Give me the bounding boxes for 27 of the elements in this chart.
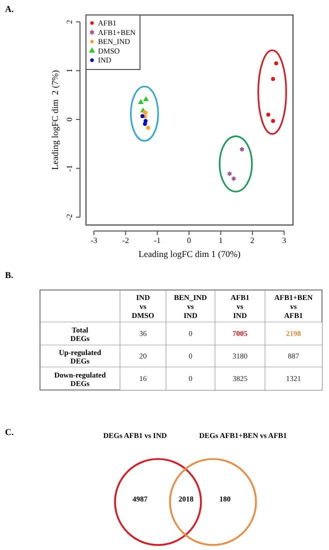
point xyxy=(231,176,236,182)
x-axis-title: Leading logFC dim 1 (70%) xyxy=(138,249,240,259)
y-tick-label: 0 xyxy=(65,118,74,122)
y-tick-label: 2 xyxy=(65,20,74,24)
x-tick-label: 1 xyxy=(218,236,223,245)
point xyxy=(266,112,270,117)
x-tick-label: -2 xyxy=(122,236,129,245)
x-tick-label: -3 xyxy=(90,236,98,245)
x-tick-label: -1 xyxy=(154,236,161,245)
point xyxy=(271,119,275,123)
y-tick-label: -1 xyxy=(65,165,74,172)
point xyxy=(146,126,150,130)
y-tick-label: 1 xyxy=(65,68,74,73)
point xyxy=(274,61,278,66)
y-tick-label: -2 xyxy=(65,214,74,221)
text: C. xyxy=(5,427,14,437)
x-tick-label: 0 xyxy=(187,236,192,245)
text: B. xyxy=(5,270,14,280)
point xyxy=(140,114,144,118)
x-tick-label: 3 xyxy=(282,236,286,245)
point xyxy=(271,77,275,81)
text: A. xyxy=(5,4,14,14)
point xyxy=(143,122,147,126)
point xyxy=(138,99,144,104)
y-axis-title: Leading logFC dim 2 (7%) xyxy=(50,70,60,170)
point xyxy=(143,96,149,102)
x-tick-label: 2 xyxy=(250,236,254,245)
